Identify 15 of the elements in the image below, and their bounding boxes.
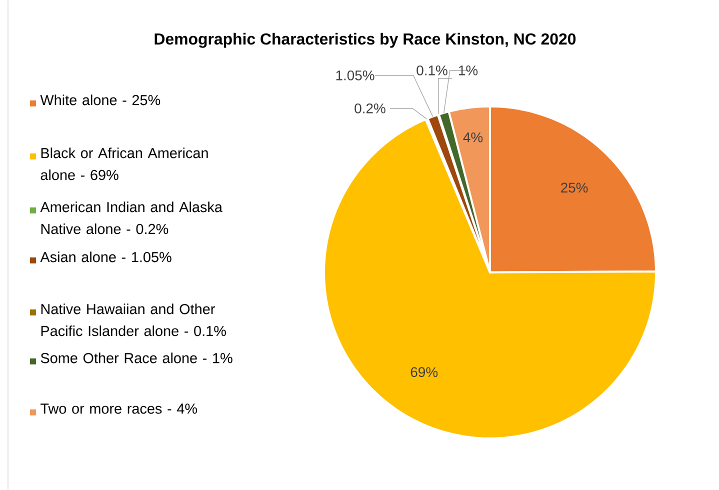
legend-label: Some Other Race alone - 1% xyxy=(40,352,232,364)
legend-label: Asian alone - 1.05% xyxy=(40,252,172,262)
data-label: 1.05% xyxy=(336,70,374,80)
data-label: 4% xyxy=(463,132,483,142)
legend-label: Two or more races - 4% xyxy=(40,404,198,414)
legend-label: White alone - 25% xyxy=(40,94,160,106)
legend-label: Black or African American alone - 69% xyxy=(40,148,208,180)
data-label: 1% xyxy=(458,66,478,76)
chart-title: Demographic Characteristics by Race Kinston, NC 2020 xyxy=(154,33,576,48)
data-label: 25% xyxy=(561,182,588,193)
data-label: 0.2% xyxy=(354,104,386,114)
data-label: 69% xyxy=(410,367,438,378)
legend-label: Native Hawaiian and Other Pacific Islander alone - 0.1% xyxy=(41,304,226,336)
legend-label: American Indian and Alaska Native alone - 0.2% xyxy=(40,202,222,234)
data-label: 0.1% xyxy=(416,66,448,76)
